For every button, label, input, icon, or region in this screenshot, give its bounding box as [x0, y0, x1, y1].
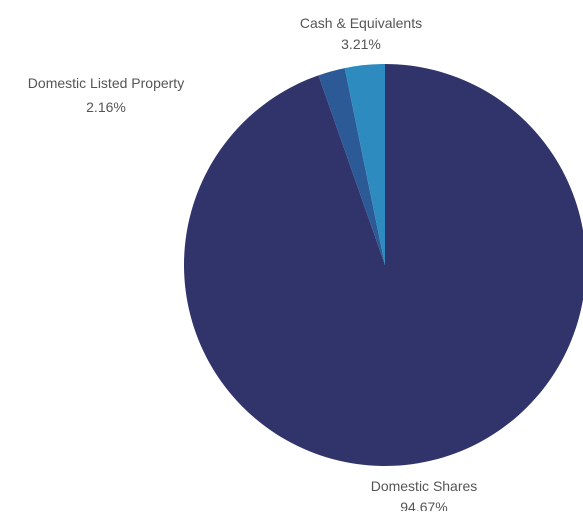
- slice-domestic-listed-property: [318, 68, 385, 265]
- value-domestic-listed-property: 2.16%: [86, 99, 126, 115]
- value-domestic-shares: 94.67%: [400, 499, 447, 511]
- label-domestic-listed-property: Domestic Listed Property: [28, 75, 184, 91]
- value-cash-equivalents: 3.21%: [341, 36, 381, 52]
- pie-slices: [184, 64, 583, 466]
- slice-domestic-shares: [184, 64, 583, 466]
- label-cash-equivalents: Cash & Equivalents: [300, 15, 422, 31]
- label-domestic-shares: Domestic Shares: [371, 478, 478, 494]
- slice-cash-equivalents: [344, 64, 385, 265]
